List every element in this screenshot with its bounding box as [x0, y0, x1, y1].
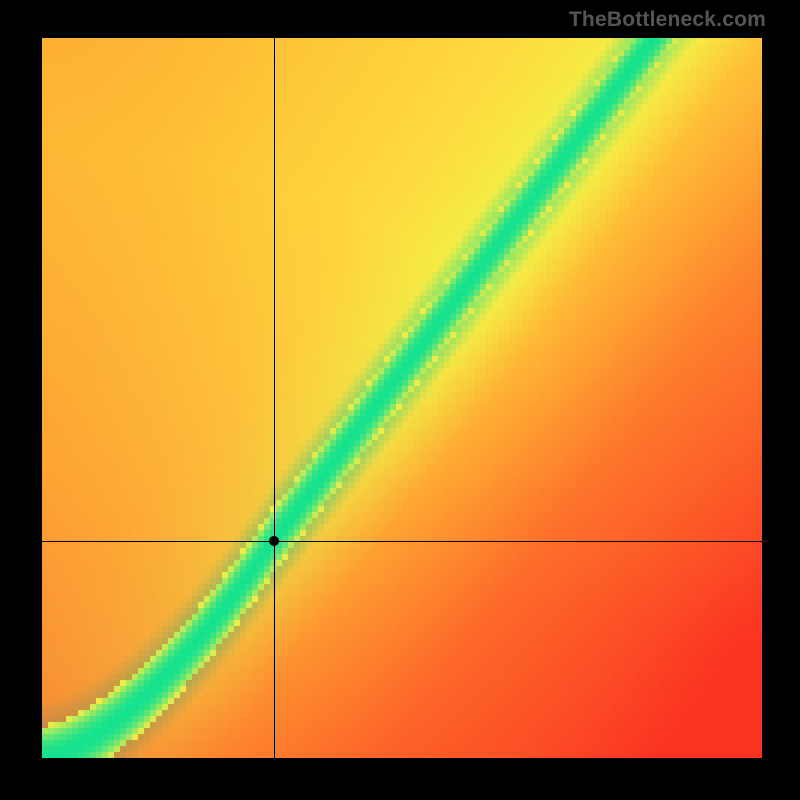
stage: TheBottleneck.com: [0, 0, 800, 800]
watermark-text: TheBottleneck.com: [569, 8, 766, 32]
crosshair-overlay: [42, 38, 762, 758]
